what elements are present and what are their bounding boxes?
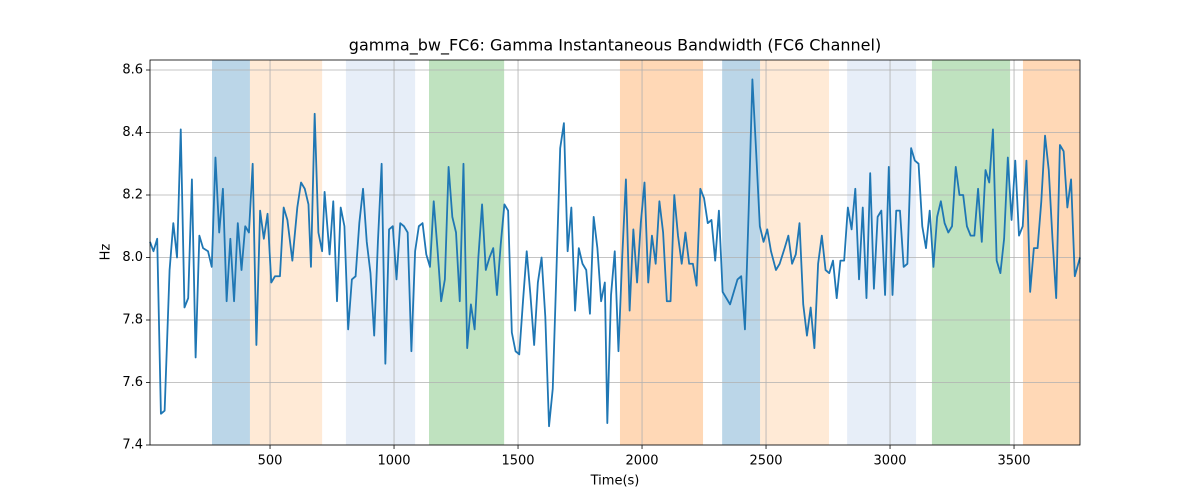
y-tick-label: 7.4 bbox=[122, 438, 143, 453]
y-tick-label: 8.2 bbox=[122, 188, 143, 203]
y-tick-label: 8.4 bbox=[122, 125, 143, 140]
chart-title: gamma_bw_FC6: Gamma Instantaneous Bandwi… bbox=[349, 36, 881, 56]
x-tick-label: 500 bbox=[258, 454, 283, 469]
shaded-span bbox=[345, 60, 416, 445]
x-tick-label: 3500 bbox=[997, 454, 1030, 469]
x-tick-label: 2000 bbox=[625, 454, 658, 469]
y-axis-label: Hz bbox=[99, 244, 114, 261]
x-tick-label: 1000 bbox=[377, 454, 410, 469]
x-axis-label: Time(s) bbox=[590, 474, 640, 489]
shaded-span bbox=[1022, 60, 1080, 445]
shaded-span bbox=[619, 60, 704, 445]
y-tick-label: 7.6 bbox=[122, 375, 143, 390]
shaded-span bbox=[722, 60, 761, 445]
y-tick-label: 7.8 bbox=[122, 313, 143, 328]
x-tick-label: 1500 bbox=[501, 454, 534, 469]
x-tick-label: 2500 bbox=[749, 454, 782, 469]
y-tick-label: 8.6 bbox=[122, 63, 143, 78]
x-tick-label: 3000 bbox=[873, 454, 906, 469]
y-tick-label: 8.0 bbox=[122, 250, 143, 265]
plot-frame bbox=[149, 59, 1081, 446]
data-line bbox=[149, 78, 1081, 428]
shaded-span bbox=[931, 60, 1011, 445]
